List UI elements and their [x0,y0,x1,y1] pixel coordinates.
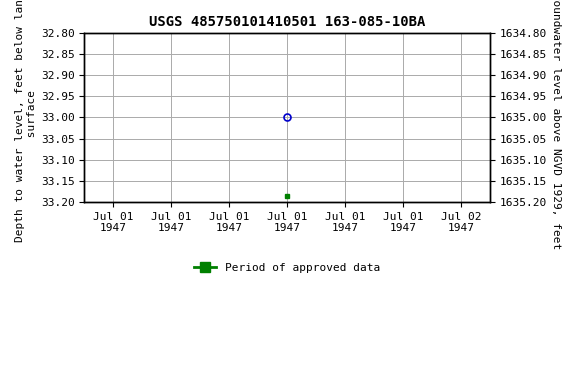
Y-axis label: Depth to water level, feet below land
 surface: Depth to water level, feet below land su… [15,0,37,242]
Title: USGS 485750101410501 163-085-10BA: USGS 485750101410501 163-085-10BA [149,15,425,29]
Legend: Period of approved data: Period of approved data [190,258,385,278]
Y-axis label: Groundwater level above NGVD 1929, feet: Groundwater level above NGVD 1929, feet [551,0,561,249]
